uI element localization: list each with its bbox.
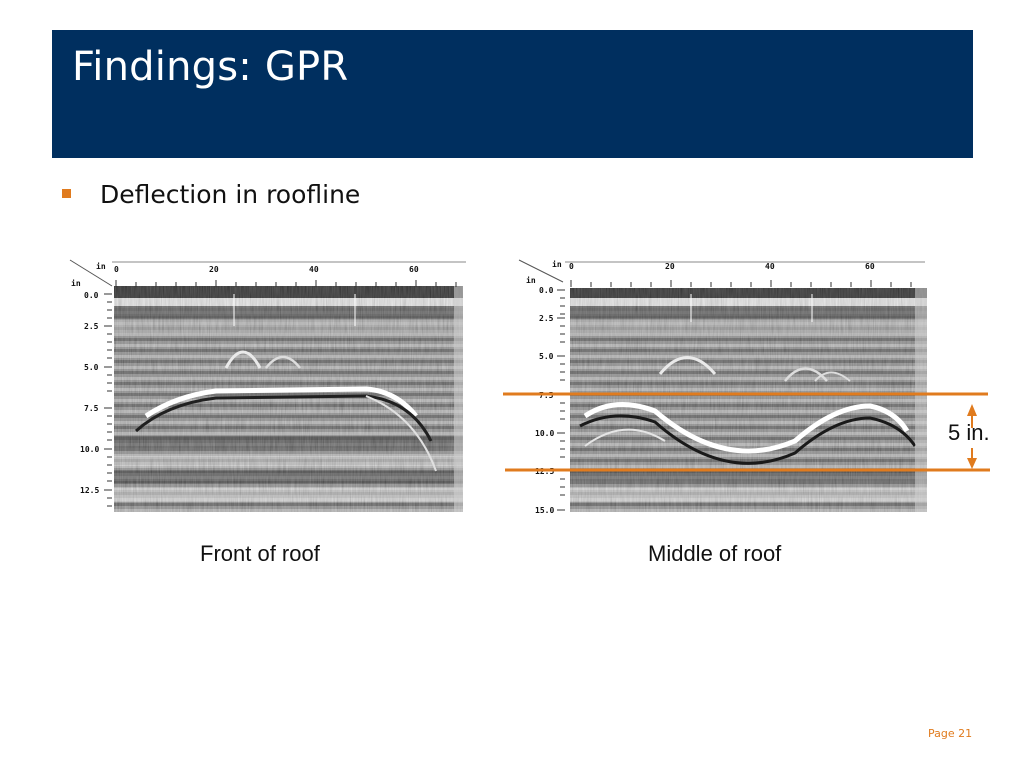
depth-measurement-overlay bbox=[503, 392, 990, 472]
slide-title: Findings: GPR bbox=[72, 44, 349, 90]
x-tick-label: 0 bbox=[569, 262, 574, 271]
down-arrow-icon bbox=[967, 448, 977, 469]
y-tick-label: 12.5 bbox=[80, 486, 99, 495]
x-tick-label: 20 bbox=[665, 262, 675, 271]
gpr-scan-middle: in in 0 20 40 60 0.0 2.5 5.0 7.5 10.0 12… bbox=[515, 256, 928, 514]
y-tick-label: 10.0 bbox=[80, 445, 99, 454]
y-tick-label: 5.0 bbox=[84, 363, 99, 372]
y-tick-label: 15.0 bbox=[535, 506, 554, 514]
y-unit-label: in bbox=[526, 275, 536, 285]
y-tick-label: 10.0 bbox=[535, 429, 554, 438]
measurement-label: 5 in. bbox=[948, 420, 990, 445]
x-tick-label: 60 bbox=[865, 262, 875, 271]
x-unit-label: in bbox=[552, 259, 562, 269]
up-arrow-icon bbox=[967, 404, 977, 428]
gpr-scan-front: in in 0 20 40 60 0.0 2.5 5.0 7.5 10.0 12… bbox=[66, 256, 470, 514]
square-bullet-icon bbox=[62, 189, 71, 198]
x-tick-label: 60 bbox=[409, 265, 419, 274]
y-tick-label: 0.0 bbox=[84, 291, 99, 300]
x-tick-label: 20 bbox=[209, 265, 219, 274]
x-tick-label: 40 bbox=[765, 262, 775, 271]
y-tick-label: 7.5 bbox=[84, 404, 99, 413]
y-tick-label: 2.5 bbox=[539, 314, 554, 323]
y-tick-label: 5.0 bbox=[539, 352, 554, 361]
x-tick-label: 0 bbox=[114, 265, 119, 274]
y-tick-label: 0.0 bbox=[539, 286, 554, 295]
x-unit-label: in bbox=[96, 261, 106, 271]
x-tick-label: 40 bbox=[309, 265, 319, 274]
y-tick-label: 2.5 bbox=[84, 322, 99, 331]
y-unit-label: in bbox=[71, 278, 81, 288]
bullet-text: Deflection in roofline bbox=[100, 180, 361, 209]
title-bar: Findings: GPR bbox=[52, 30, 973, 158]
caption-front-of-roof: Front of roof bbox=[200, 541, 320, 566]
caption-middle-of-roof: Middle of roof bbox=[648, 541, 782, 566]
page-number: Page 21 bbox=[928, 727, 973, 740]
